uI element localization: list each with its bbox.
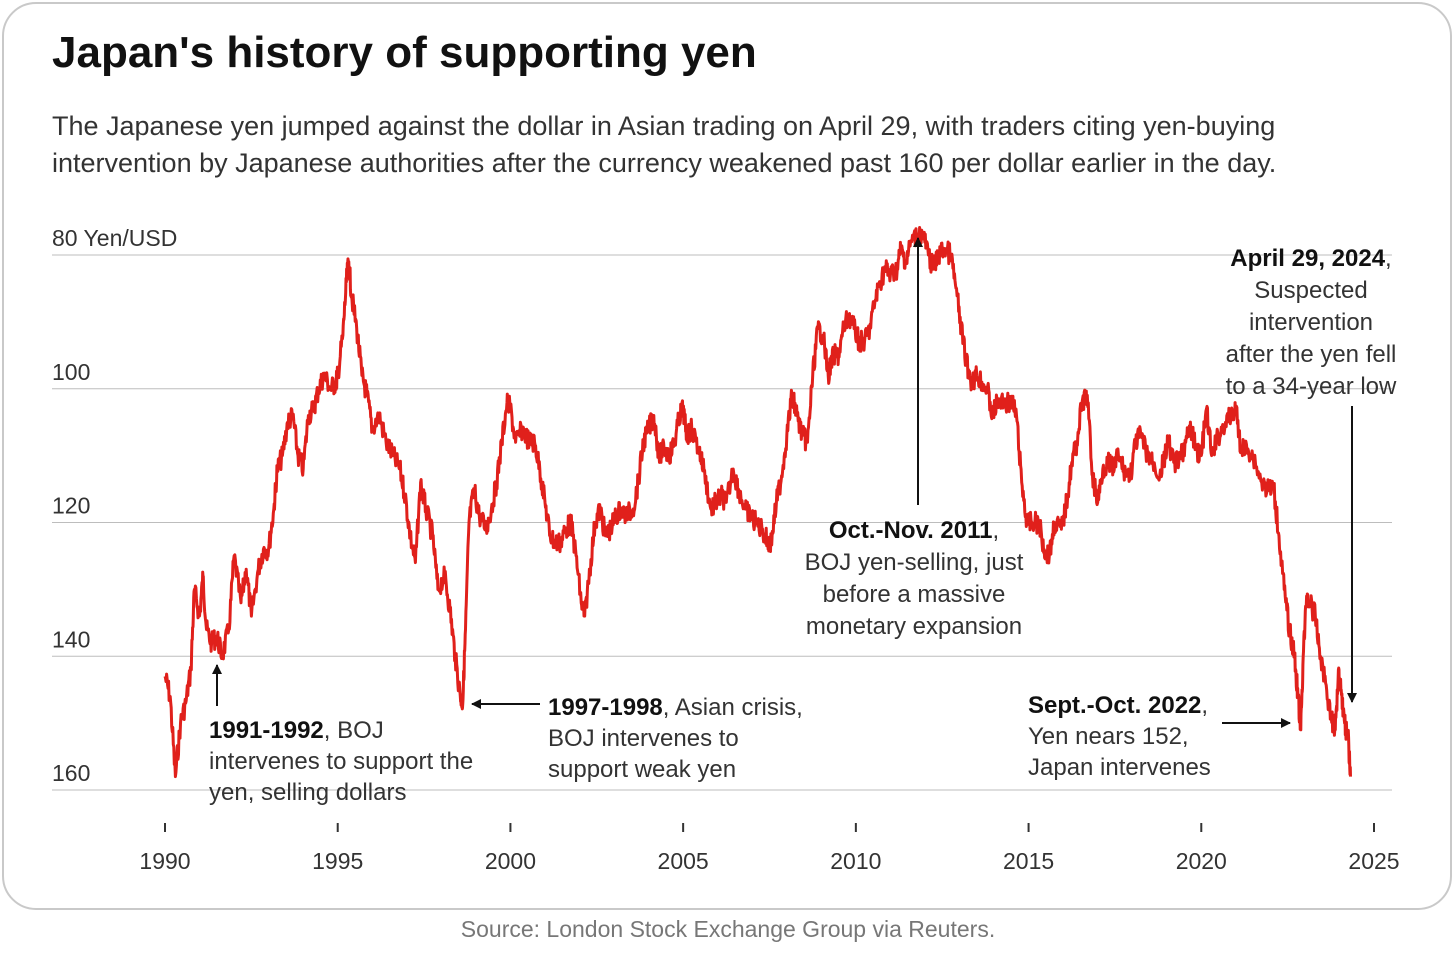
chart-subtitle: The Japanese yen jumped against the doll… <box>52 111 1277 178</box>
series-line-yen <box>163 226 1352 779</box>
x-tick-label: 2025 <box>1348 848 1399 874</box>
annotation-1997: 1997-1998, Asian crisis, <box>548 694 803 721</box>
annotation-1991-line: yen, selling dollars <box>209 779 406 806</box>
chart-title: Japan's history of supporting yen <box>52 28 757 77</box>
annotation-2022: Sept.-Oct. 2022, <box>1028 692 1208 719</box>
annotation-2024-line: after the yen fell <box>1226 341 1397 368</box>
x-tick-label: 2000 <box>485 848 536 874</box>
x-tick-label: 1995 <box>312 848 363 874</box>
annotation-2011-line: before a massive <box>823 581 1006 608</box>
annotation-2011-line: monetary expansion <box>806 613 1022 640</box>
annotation-2022-line: Japan intervenes <box>1028 754 1211 781</box>
annotation-2024-line: Suspected <box>1254 277 1367 304</box>
x-tick-label: 1990 <box>139 848 190 874</box>
annotation-1997-line: support weak yen <box>548 756 736 783</box>
y-tick-label: 80 Yen/USD <box>52 225 177 251</box>
annotation-2024-line: to a 34-year low <box>1226 373 1397 400</box>
annotation-1991: 1991-1992, BOJ <box>209 717 384 744</box>
annotation-2024-line: intervention <box>1249 309 1373 336</box>
y-tick-label: 140 <box>52 626 90 652</box>
x-tick-label: 2005 <box>658 848 709 874</box>
y-tick-label: 100 <box>52 359 90 385</box>
annotation-1991-line: intervenes to support the <box>209 748 473 775</box>
x-tick-label: 2010 <box>830 848 881 874</box>
annotation-2011: Oct.-Nov. 2011, <box>829 517 999 544</box>
annotation-2022-line: Yen nears 152, <box>1028 723 1189 750</box>
annotation-2011-line: BOJ yen-selling, just <box>805 549 1024 576</box>
x-tick-label: 2020 <box>1176 848 1227 874</box>
y-tick-label: 160 <box>52 760 90 786</box>
y-tick-label: 120 <box>52 493 90 519</box>
x-tick-label: 2015 <box>1003 848 1054 874</box>
annotation-2024: April 29, 2024, <box>1230 245 1391 272</box>
source-note: Source: London Stock Exchange Group via … <box>460 916 996 942</box>
annotation-1997-line: BOJ intervenes to <box>548 725 739 752</box>
